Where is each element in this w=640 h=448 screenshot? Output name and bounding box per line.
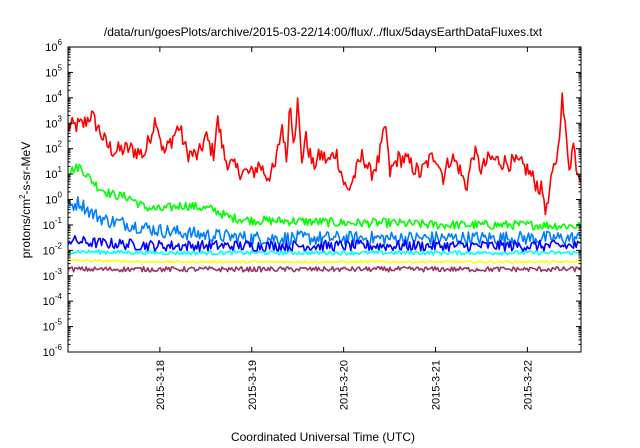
y-tick-label: 10-1 [43, 216, 63, 232]
y-axis-label-prefix: protons/cm [19, 199, 33, 258]
y-tick-label: 10-4 [43, 292, 63, 308]
y-tick-label: 103 [45, 114, 62, 130]
series-line [67, 249, 582, 256]
plot-frame [67, 46, 582, 353]
y-tick-exponent: 5 [58, 63, 63, 72]
y-tick-label: 101 [45, 165, 62, 181]
y-tick-base: 10 [43, 245, 55, 257]
y-tick-base: 10 [43, 271, 55, 283]
y-axis-label-superscript: 2 [18, 194, 27, 199]
y-tick-base: 10 [43, 220, 55, 232]
y-tick-exponent: -5 [55, 318, 63, 327]
series-line [67, 92, 582, 216]
y-tick-base: 10 [43, 296, 55, 308]
series-line [67, 265, 581, 273]
y-tick-base: 10 [45, 195, 57, 207]
x-tick-label: 2015-3-18 [155, 360, 167, 410]
x-axis-label: Coordinated Universal Time (UTC) [231, 430, 415, 444]
x-tick-label: 2015-3-21 [431, 360, 443, 410]
y-tick-label: 102 [45, 140, 62, 156]
series-layer [67, 92, 582, 273]
y-tick-exponent: 1 [58, 165, 63, 174]
y-tick-exponent: -2 [55, 241, 63, 250]
y-tick-label: 104 [45, 89, 62, 105]
y-tick-label: 10-5 [43, 318, 63, 334]
y-tick-base: 10 [45, 169, 57, 181]
y-tick-base: 10 [43, 322, 55, 334]
y-tick-base: 10 [43, 347, 55, 359]
y-axis-label: protons/cm2-s-sr-MeV [18, 142, 33, 258]
series-line [67, 259, 581, 264]
y-tick-base: 10 [45, 67, 57, 79]
y-tick-base: 10 [45, 42, 57, 54]
series-line [67, 196, 582, 247]
series-line [68, 163, 582, 231]
series-line [67, 235, 581, 253]
y-tick-exponent: -1 [55, 216, 63, 225]
y-tick-exponent: 2 [58, 140, 63, 149]
y-tick-label: 100 [45, 191, 62, 207]
y-tick-exponent: 0 [58, 191, 63, 200]
x-tick-label: 2015-3-19 [247, 360, 259, 410]
y-tick-exponent: 3 [58, 114, 63, 123]
y-tick-label: 10-6 [43, 343, 63, 359]
x-tick-label: 2015-3-22 [522, 360, 534, 410]
y-tick-label: 106 [45, 38, 62, 54]
y-tick-exponent: 6 [58, 38, 63, 47]
y-axis-label-suffix: -s-sr-MeV [19, 142, 33, 195]
x-tick-label: 2015-3-20 [339, 360, 351, 410]
y-tick-exponent: 4 [58, 89, 63, 98]
y-tick-exponent: -4 [55, 292, 63, 301]
plot-area [67, 46, 582, 353]
y-tick-exponent: -6 [55, 343, 63, 352]
x-axis: 2015-3-18 2015-3-19 2015-3-20 2015-3-21 2015… [155, 47, 534, 410]
y-tick-label: 10-3 [43, 267, 63, 283]
y-tick-base: 10 [45, 144, 57, 156]
y-tick-base: 10 [45, 118, 57, 130]
y-axis: 10-610-510-410-310-210-11001011021031041… [43, 38, 581, 359]
y-tick-label: 105 [45, 63, 62, 79]
y-tick-label: 10-2 [43, 241, 63, 257]
chart-title: /data/run/goesPlots/archive/2015-03-22/1… [104, 25, 543, 39]
y-tick-exponent: -3 [55, 267, 63, 276]
y-tick-base: 10 [45, 93, 57, 105]
